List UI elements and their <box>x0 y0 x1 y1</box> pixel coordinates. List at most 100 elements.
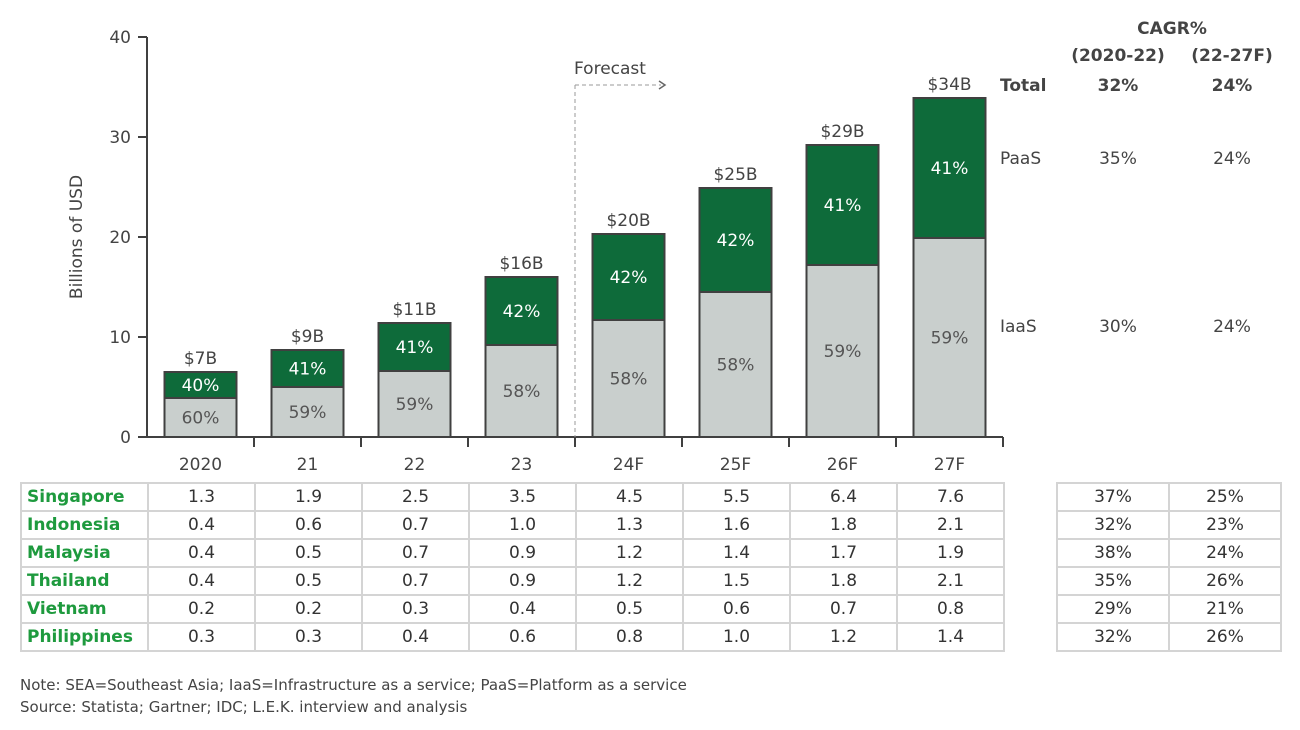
table-cell: 0.6 <box>468 622 577 652</box>
table-cell: 1.5 <box>682 566 791 596</box>
country-label: Thailand <box>20 566 149 596</box>
note-text: Note: SEA=Southeast Asia; IaaS=Infrastru… <box>20 676 687 694</box>
cagr-col2-header: (22-27F) <box>1191 46 1273 66</box>
bar-iaas <box>912 237 987 438</box>
bar-chart: 0 10 20 30 40 Billions of USD 2020 60% 40% $7B 21 5… <box>67 19 1273 475</box>
bar-segment-label: 42% <box>717 231 755 251</box>
bar-segment-label: 41% <box>396 338 434 358</box>
table-cell: 0.3 <box>361 594 470 624</box>
x-tick-label: 26F <box>827 455 858 475</box>
cagr-cell: 37% <box>1056 482 1170 512</box>
table-cell: 0.6 <box>254 510 363 540</box>
table-cell: 0.5 <box>575 594 684 624</box>
y-tick-label: 0 <box>120 428 131 448</box>
table-cell: 0.2 <box>254 594 363 624</box>
table-row: Indonesia 0.4 0.6 0.7 1.0 1.3 1.6 1.8 2.1 <box>20 510 1005 540</box>
cagr-cell: 26% <box>1168 622 1282 652</box>
cagr-cell: 38% <box>1056 538 1170 568</box>
forecast-label: Forecast <box>574 59 646 79</box>
x-tick-label: 22 <box>404 455 426 475</box>
table-cell: 0.9 <box>468 566 577 596</box>
cagr-value: 24% <box>1212 76 1253 96</box>
bar-segment-label: 59% <box>396 395 434 415</box>
cagr-cell: 21% <box>1168 594 1282 624</box>
table-cell: 2.1 <box>896 566 1005 596</box>
bar-total-label: $9B <box>291 327 324 347</box>
table-cell: 7.6 <box>896 482 1005 512</box>
table-cell: 0.4 <box>147 538 256 568</box>
bar-total-label: $7B <box>184 349 217 369</box>
cagr-row-label: Total <box>1000 76 1046 96</box>
bar-segment-label: 58% <box>717 356 755 376</box>
cagr-cell: 26% <box>1168 566 1282 596</box>
footnotes: Note: SEA=Southeast Asia; IaaS=Infrastru… <box>20 674 687 718</box>
table-cell: 2.1 <box>896 510 1005 540</box>
x-tick-label: 21 <box>297 455 319 475</box>
bar-total-label: $25B <box>713 165 757 185</box>
table-cell: 1.0 <box>682 622 791 652</box>
table-cell: 0.7 <box>361 510 470 540</box>
bar-segment-label: 58% <box>610 370 648 390</box>
table-cell: 1.2 <box>575 566 684 596</box>
table-cell: 0.2 <box>147 594 256 624</box>
table-cell: 2.5 <box>361 482 470 512</box>
table-cell: 1.2 <box>789 622 898 652</box>
bar-iaas <box>163 397 238 438</box>
table-row: Thailand 0.4 0.5 0.7 0.9 1.2 1.5 1.8 2.1 <box>20 566 1005 596</box>
bar-segment-label: 41% <box>931 159 969 179</box>
cagr-value: 24% <box>1213 317 1251 337</box>
table-cell: 0.7 <box>361 538 470 568</box>
table-cell: 1.0 <box>468 510 577 540</box>
cagr-value: 32% <box>1098 76 1139 96</box>
table-cell: 0.4 <box>361 622 470 652</box>
table-cell: 0.7 <box>361 566 470 596</box>
cagr-table-row: 32% 26% <box>1056 622 1282 652</box>
arrow-head-icon <box>658 80 667 90</box>
table-cell: 0.4 <box>468 594 577 624</box>
table-cell: 1.3 <box>147 482 256 512</box>
table-cell: 0.4 <box>147 566 256 596</box>
bar-segment-label: 42% <box>610 268 648 288</box>
bar-segment-label: 40% <box>182 376 220 396</box>
table-cell: 1.7 <box>789 538 898 568</box>
table-row: Singapore 1.3 1.9 2.5 3.5 4.5 5.5 6.4 7.6 <box>20 482 1005 512</box>
country-label: Indonesia <box>20 510 149 540</box>
bar-total-label: $34B <box>927 75 971 95</box>
table-cell: 0.5 <box>254 566 363 596</box>
table-cell: 0.9 <box>468 538 577 568</box>
bar-total-label: $20B <box>606 211 650 231</box>
x-tick-label: 24F <box>613 455 644 475</box>
cagr-cell: 23% <box>1168 510 1282 540</box>
table-row: Vietnam 0.2 0.2 0.3 0.4 0.5 0.6 0.7 0.8 <box>20 594 1005 624</box>
table-cell: 0.8 <box>896 594 1005 624</box>
bar-paas <box>163 371 238 399</box>
bar-segment-label: 58% <box>503 382 541 402</box>
bar-paas <box>270 349 345 388</box>
country-label: Philippines <box>20 622 149 652</box>
y-tick-label: 20 <box>109 228 131 248</box>
table-cell: 0.7 <box>789 594 898 624</box>
bar-paas <box>805 144 880 266</box>
table-cell: 1.4 <box>682 538 791 568</box>
bar-segment-label: 59% <box>824 342 862 362</box>
table-cell: 6.4 <box>789 482 898 512</box>
cagr-table-row: 29% 21% <box>1056 594 1282 624</box>
bar-iaas <box>805 264 880 438</box>
country-label: Vietnam <box>20 594 149 624</box>
table-cell: 1.6 <box>682 510 791 540</box>
table-cell: 5.5 <box>682 482 791 512</box>
table-cell: 0.3 <box>254 622 363 652</box>
cagr-cell: 35% <box>1056 566 1170 596</box>
table-row: Philippines 0.3 0.3 0.4 0.6 0.8 1.0 1.2 1.4 <box>20 622 1005 652</box>
bar-paas <box>484 276 559 346</box>
table-cell: 0.6 <box>682 594 791 624</box>
bar-paas <box>912 97 987 239</box>
country-label: Singapore <box>20 482 149 512</box>
table-cell: 1.9 <box>896 538 1005 568</box>
bar-paas <box>698 187 773 293</box>
x-tick-label: 25F <box>720 455 751 475</box>
country-cagr-table: 37% 25% 32% 23% 38% 24% 35% 26% 29% 21% 32% 26% <box>1056 482 1282 652</box>
table-cell: 1.9 <box>254 482 363 512</box>
y-tick-label: 10 <box>109 328 131 348</box>
